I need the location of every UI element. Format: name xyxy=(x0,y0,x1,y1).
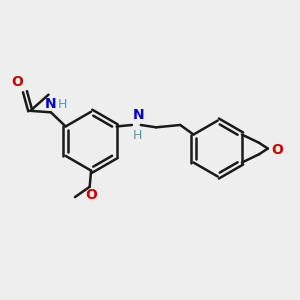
Text: N: N xyxy=(133,108,144,122)
Text: O: O xyxy=(85,188,97,202)
Text: H: H xyxy=(58,98,67,111)
Text: H: H xyxy=(133,128,142,142)
Text: O: O xyxy=(12,75,24,89)
Text: O: O xyxy=(272,143,284,157)
Text: N: N xyxy=(45,97,57,111)
